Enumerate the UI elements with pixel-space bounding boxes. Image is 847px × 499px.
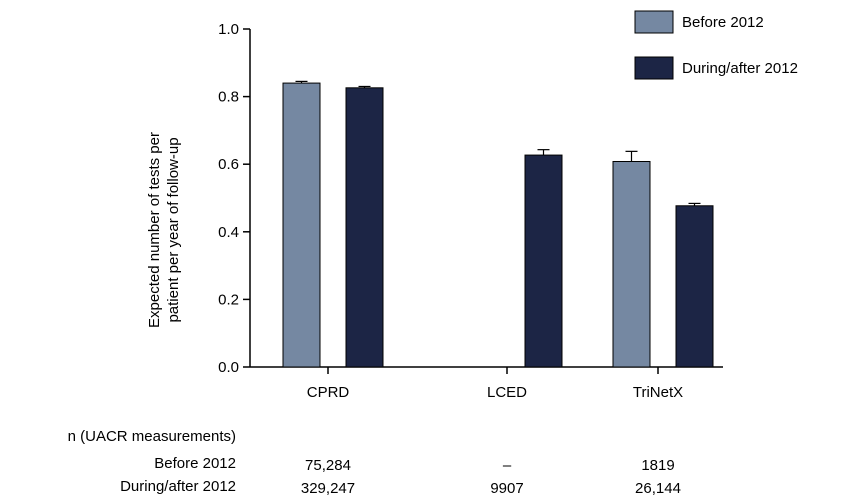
legend-label: During/after 2012 [682, 60, 798, 77]
bar [675, 205, 714, 368]
y-axis-label-line-2: patient per year of follow-up [165, 137, 182, 322]
bars [282, 80, 714, 368]
y-axis-label-line-1: Expected number of tests per [146, 132, 163, 328]
bar [282, 82, 321, 368]
x-tick-label: CPRD [307, 384, 350, 401]
table-cell: – [503, 457, 512, 474]
bar [524, 154, 563, 368]
y-tick-label: 0.8 [218, 89, 239, 106]
y-tick-label: 0.0 [218, 359, 239, 376]
x-tick-label: LCED [487, 384, 527, 401]
y-tick-label: 0.4 [218, 224, 239, 241]
y-tick-label: 1.0 [218, 21, 239, 38]
table-cell: 1819 [641, 457, 674, 474]
sample-size-table: n (UACR measurements) Before 2012 75,284 – 1… [68, 428, 681, 497]
y-tick-label: 0.2 [218, 291, 239, 308]
legend-swatch [634, 56, 674, 80]
axes: 0.0 0.2 0.4 0.6 0.8 1.0 CPRD LCED TriNetX [218, 21, 723, 401]
table-cell: 26,144 [635, 480, 681, 497]
table-cell: 75,284 [305, 457, 351, 474]
legend: Before 2012 During/after 2012 [634, 10, 798, 80]
y-tick-label: 0.6 [218, 156, 239, 173]
bar [345, 87, 384, 368]
table-row-label: Before 2012 [154, 455, 236, 472]
bar [612, 160, 651, 368]
table-row-label: During/after 2012 [120, 478, 236, 495]
legend-swatch [634, 10, 674, 34]
table-cell: 329,247 [301, 480, 355, 497]
x-tick-label: TriNetX [633, 384, 683, 401]
table-header: n (UACR measurements) [68, 428, 236, 445]
table-cell: 9907 [490, 480, 523, 497]
legend-label: Before 2012 [682, 14, 764, 31]
